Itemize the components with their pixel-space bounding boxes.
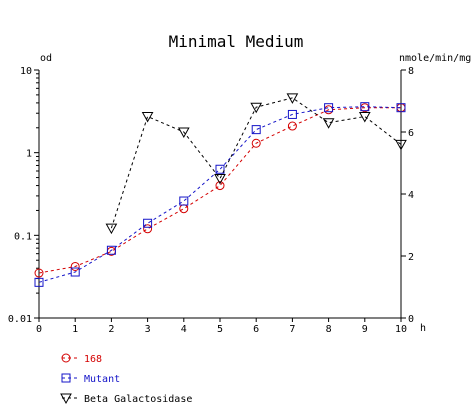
data-point — [322, 118, 335, 129]
series-line — [110, 97, 402, 229]
legend-label: 168 — [84, 354, 102, 365]
data-point — [287, 109, 297, 119]
data-point — [179, 196, 189, 206]
right-axis-label: nmole/min/mg — [399, 53, 471, 64]
data-point — [70, 261, 80, 271]
data-point — [70, 267, 80, 277]
left-tick-label: 1 — [26, 149, 32, 160]
data-point — [395, 139, 407, 151]
x-tick-label: 8 — [326, 324, 332, 335]
x-tick-label: 10 — [395, 324, 407, 335]
series-2 — [34, 102, 406, 287]
right-tick-label: 4 — [408, 190, 414, 201]
data-point — [141, 112, 154, 123]
data-point — [34, 277, 44, 287]
data-point — [214, 174, 226, 185]
x-tick-label: 5 — [217, 324, 223, 335]
chart-title: Minimal Medium — [169, 32, 304, 51]
legend-item: Mutant — [61, 373, 120, 385]
left-axis-label: od — [40, 53, 52, 64]
data-point — [143, 218, 153, 228]
series-line — [38, 106, 402, 283]
legend-label: Mutant — [84, 374, 120, 385]
data-point — [358, 112, 371, 123]
data-point — [215, 181, 225, 191]
data-point — [105, 223, 118, 235]
right-tick-label: 0 — [408, 314, 414, 325]
legend-item: Beta Galactosidase — [60, 393, 192, 405]
legend-item: 168 — [61, 353, 102, 365]
data-point — [251, 138, 261, 148]
x-tick-label: 0 — [36, 324, 42, 335]
series-layer — [34, 93, 407, 287]
data-point — [250, 102, 263, 114]
legend: 168 Mutant Beta Galactosidase — [60, 353, 192, 405]
x-tick-label: 6 — [253, 324, 259, 335]
right-tick-label: 2 — [408, 252, 414, 263]
x-tick-label: 4 — [181, 324, 187, 335]
right-tick-label: 8 — [408, 66, 414, 77]
data-point — [179, 204, 189, 214]
data-point — [324, 103, 334, 113]
data-point — [34, 268, 44, 278]
x-tick-label: 7 — [289, 324, 295, 335]
data-point — [177, 127, 190, 139]
series-line — [38, 107, 401, 274]
x-axis-label: h — [420, 323, 426, 334]
data-point — [143, 224, 153, 234]
data-point — [286, 93, 299, 104]
legend-marker — [61, 373, 71, 383]
data-point — [396, 103, 406, 113]
series-3 — [105, 93, 407, 235]
legend-marker — [60, 393, 72, 405]
data-point — [215, 164, 225, 174]
right-tick-label: 6 — [408, 128, 414, 139]
data-point — [251, 125, 261, 135]
left-tick-label: 10 — [20, 66, 32, 77]
x-tick-label: 3 — [145, 324, 151, 335]
series-1 — [34, 103, 406, 278]
legend-marker — [61, 353, 71, 363]
left-tick-label: 0.01 — [8, 314, 32, 325]
data-point — [360, 102, 370, 112]
data-point — [287, 121, 297, 131]
x-tick-label: 2 — [108, 324, 114, 335]
left-tick-label: 0.1 — [14, 231, 32, 242]
data-point — [106, 245, 116, 255]
legend-label: Beta Galactosidase — [84, 394, 192, 405]
x-tick-label: 9 — [362, 324, 368, 335]
x-tick-label: 1 — [72, 324, 78, 335]
